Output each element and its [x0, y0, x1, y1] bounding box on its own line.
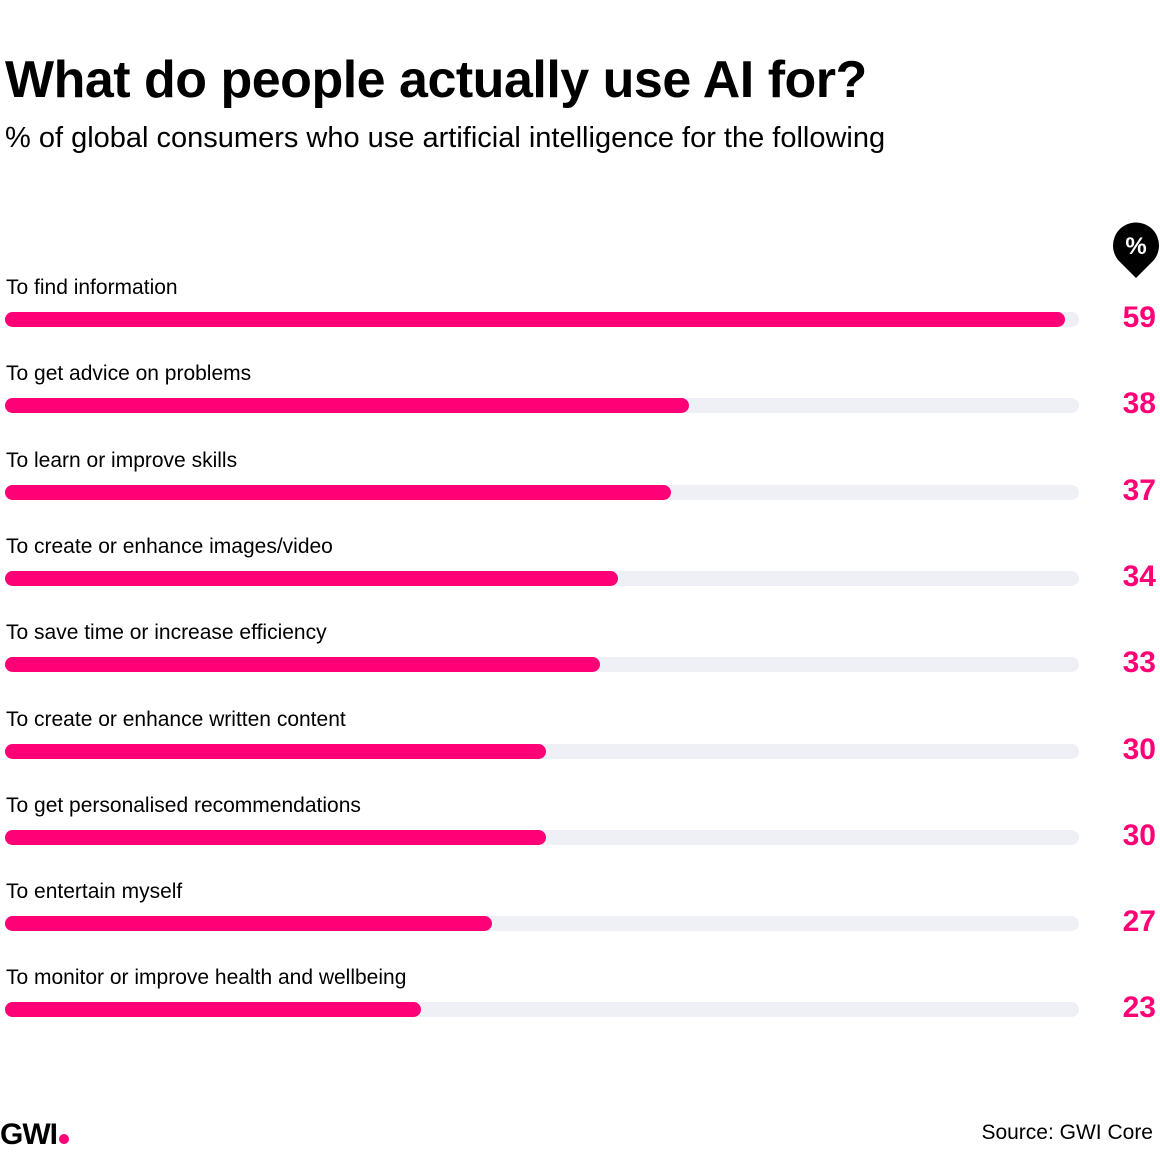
bar-value-label: 23 — [1122, 991, 1156, 1025]
bar-row: To save time or increase efficiency 33 — [0, 621, 1160, 707]
bar — [5, 743, 546, 759]
bar — [5, 398, 690, 414]
bar-label: To create or enhance images/video — [6, 534, 333, 558]
bar-track — [5, 570, 1079, 586]
bar-value-label: 37 — [1122, 473, 1156, 507]
bar-row: To create or enhance images/video 34 — [0, 535, 1160, 621]
bar-row: To find information 59 — [0, 276, 1160, 362]
bar-label: To get advice on problems — [6, 362, 252, 386]
chart-subtitle: % of global consumers who use artificial… — [5, 122, 886, 154]
bar — [5, 916, 493, 932]
bar — [5, 570, 618, 586]
bar-row: To get advice on problems 38 — [0, 362, 1160, 448]
bar — [5, 312, 1066, 327]
bar-value-label: 34 — [1122, 559, 1156, 593]
svg-text:%: % — [1125, 233, 1146, 260]
bar-row: To get personalised recommendations 30 — [0, 794, 1160, 880]
bar — [5, 657, 600, 673]
bar-row: To learn or improve skills 37 — [0, 449, 1160, 535]
bar-value-label: 38 — [1122, 387, 1156, 421]
source-note: Source: GWI Core — [981, 1121, 1153, 1144]
bar-track — [5, 916, 1079, 932]
bar-label: To monitor or improve health and wellbei… — [6, 966, 407, 990]
bar-value-label: 33 — [1122, 646, 1156, 680]
bar-label: To save time or increase efficiency — [6, 621, 327, 645]
bar-track — [5, 312, 1079, 327]
bar-label: To create or enhance written content — [6, 707, 346, 731]
chart-title: What do people actually use AI for? — [5, 51, 867, 109]
bar-value-label: 30 — [1122, 732, 1156, 766]
bar-row: To entertain myself 27 — [0, 880, 1160, 966]
bar — [5, 484, 672, 500]
percent-pin-icon: % — [1113, 222, 1159, 278]
bar-value-label: 30 — [1122, 818, 1156, 852]
bar-value-label: 27 — [1122, 905, 1156, 939]
bar-track — [5, 484, 1079, 500]
bar-track — [5, 1002, 1079, 1018]
bar-value-label: 59 — [1122, 301, 1156, 334]
bar-row: To monitor or improve health and wellbei… — [0, 966, 1160, 1052]
bar-label: To entertain myself — [6, 880, 183, 904]
bar-row: To create or enhance written content 30 — [0, 708, 1160, 794]
gwi-logo: GWI — [0, 1118, 69, 1152]
bar-track — [5, 657, 1079, 673]
bar-track — [5, 743, 1079, 759]
bar-label: To learn or improve skills — [6, 448, 238, 472]
bar — [5, 829, 546, 845]
bar-label: To get personalised recommendations — [6, 793, 361, 817]
bar — [5, 1002, 421, 1018]
bar-label: To find information — [6, 276, 178, 299]
bar-track — [5, 398, 1079, 414]
bar-track — [5, 829, 1079, 845]
